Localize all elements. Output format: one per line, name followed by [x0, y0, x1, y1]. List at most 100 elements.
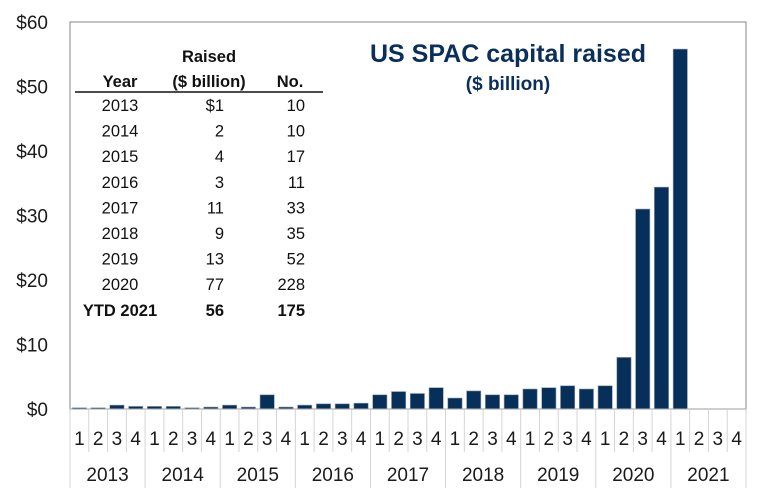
bar	[635, 208, 651, 410]
quarter-tick-label: 2	[619, 429, 630, 450]
quarter-tick-label: 4	[431, 429, 442, 450]
table-row: 2013 $1 10	[102, 97, 305, 115]
quarter-tick-label: 1	[149, 429, 160, 450]
bar	[259, 394, 275, 410]
quarter-tick-label: 2	[93, 429, 104, 450]
table-cell-count: 10	[287, 97, 305, 115]
quarter-tick-label: 3	[562, 429, 573, 450]
table-row: 2018 9 35	[102, 225, 305, 243]
quarter-tick-label: 1	[224, 429, 235, 450]
bar	[672, 48, 688, 410]
table-cell-year: 2020	[102, 276, 139, 294]
bars	[71, 48, 688, 410]
y-tick-label: $10	[16, 336, 48, 357]
year-tick-label: 2013	[86, 465, 128, 486]
bar	[109, 404, 125, 410]
table-rows: 2013 $1 10 2014 2 10 2015 4 17 2016 3 11 2017 11 33 201…	[83, 97, 305, 320]
table-cell-raised: 2	[215, 123, 224, 141]
table-cell-year: 2013	[102, 97, 139, 115]
table-cell-count: 52	[287, 251, 305, 269]
table-cell-count: 10	[287, 123, 305, 141]
table-cell-count: 35	[287, 225, 305, 243]
quarter-tick-label: 2	[468, 429, 479, 450]
bar	[334, 403, 350, 410]
table-cell-count: 175	[277, 302, 305, 320]
table-cell-year: 2017	[102, 199, 139, 217]
bar	[353, 402, 369, 410]
quarter-tick-label: 1	[525, 429, 536, 450]
bar	[428, 387, 444, 410]
quarter-tick-label: 3	[713, 429, 724, 450]
quarter-tick-label: 4	[731, 429, 742, 450]
quarter-tick-label: 1	[675, 429, 686, 450]
bar	[447, 397, 463, 410]
year-tick-label: 2021	[687, 465, 729, 486]
table-cell-count: 11	[288, 174, 305, 192]
quarter-tick-label: 2	[243, 429, 254, 450]
quarter-tick-label: 2	[168, 429, 179, 450]
table-cell-raised: 9	[215, 225, 224, 243]
table-row: 2020 77 228	[102, 276, 305, 294]
quarter-tick-label: 4	[281, 429, 292, 450]
table-cell-year: 2014	[102, 123, 139, 141]
quarter-tick-label: 1	[299, 429, 310, 450]
bar	[485, 394, 500, 410]
year-tick-label: 2014	[162, 465, 205, 486]
quarter-tick-label: 4	[356, 429, 367, 450]
quarter-tick-label: 4	[130, 429, 141, 450]
table-cell-raised: 77	[206, 276, 224, 294]
quarter-tick-label: 4	[581, 429, 592, 450]
quarter-tick-label: 3	[112, 429, 123, 450]
quarter-tick-label: 4	[206, 429, 217, 450]
year-tick-label: 2020	[612, 465, 654, 486]
year-tick-label: 2018	[462, 465, 504, 486]
quarter-tick-label: 3	[187, 429, 198, 450]
table-header-raised-top: Raised	[182, 48, 236, 66]
table-header-count: No.	[277, 73, 304, 91]
table-row: 2016 3 11	[102, 174, 305, 192]
quarter-tick-label: 1	[74, 429, 85, 450]
table-cell-year: 2016	[102, 174, 139, 192]
quarter-tick-label: 2	[544, 429, 555, 450]
quarter-tick-label: 3	[412, 429, 423, 450]
table-cell-raised: 13	[206, 251, 224, 269]
bar	[560, 385, 576, 410]
bar	[597, 385, 613, 410]
table-cell-raised: 4	[215, 148, 224, 166]
table-header-raised: ($ billion)	[172, 73, 245, 91]
table-row: 2014 2 10	[102, 123, 305, 141]
y-tick-label: $60	[16, 13, 48, 34]
bar	[578, 388, 594, 410]
table-row: 2015 4 17	[102, 148, 305, 166]
y-tick-label: $30	[16, 207, 48, 228]
bar	[391, 391, 407, 410]
quarter-tick-label: 3	[262, 429, 273, 450]
bar	[316, 403, 331, 410]
bar	[616, 357, 632, 410]
table-cell-year: YTD 2021	[83, 302, 157, 320]
x-axis: 1 2 3 4 1 2 3 4 1 2 3 4 1 2 3 4 1 2 3 4 1 2 3 4 1 2 3 4 1 2 3 4 1 2 3 42013…	[69, 408, 747, 488]
table-cell-year: 2018	[102, 225, 139, 243]
bar	[222, 404, 238, 410]
table-cell-raised: 3	[215, 174, 224, 192]
quarter-tick-label: 1	[375, 429, 386, 450]
bar	[409, 393, 425, 410]
quarter-tick-label: 4	[506, 429, 517, 450]
bar	[654, 186, 669, 410]
table-cell-count: 33	[287, 199, 305, 217]
table-row: YTD 2021 56 175	[83, 302, 305, 320]
chart-subtitle: ($ billion)	[466, 74, 550, 95]
summary-table: Raised Year ($ billion) No. 2013 $1 102014…	[75, 48, 323, 320]
year-tick-label: 2015	[237, 465, 279, 486]
table-cell-raised: $1	[206, 97, 224, 115]
quarter-tick-label: 2	[694, 429, 705, 450]
year-tick-label: 2017	[387, 465, 429, 486]
bar	[522, 388, 538, 410]
table-cell-raised: 11	[207, 199, 224, 217]
bar	[503, 394, 519, 410]
bar	[466, 390, 482, 410]
bar	[297, 404, 313, 410]
y-tick-label: $40	[16, 142, 48, 163]
table-cell-year: 2019	[102, 251, 139, 269]
